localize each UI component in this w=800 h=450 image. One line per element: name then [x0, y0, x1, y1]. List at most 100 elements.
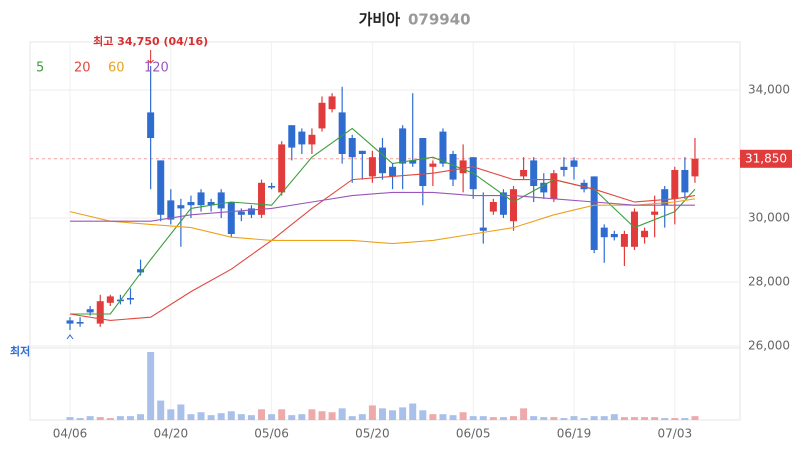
candle-body	[580, 182, 588, 190]
volume-bar	[116, 416, 124, 420]
candle-body	[247, 208, 255, 215]
candle-body	[298, 131, 306, 145]
volume-bar	[217, 413, 225, 420]
volume-bar	[409, 403, 417, 420]
volume-bar	[258, 409, 266, 420]
candle-body	[177, 205, 185, 209]
ma-line	[70, 191, 695, 222]
volume-bar	[439, 414, 447, 420]
volume-bar	[641, 417, 649, 420]
candle-body	[389, 166, 397, 177]
candle-body	[187, 202, 195, 206]
low-annotation: 최저	[10, 344, 30, 358]
volume-bar	[479, 416, 487, 420]
candle-body	[409, 160, 417, 164]
candle-body	[499, 192, 507, 215]
volume-bar	[298, 414, 306, 420]
volume-bar	[691, 416, 699, 420]
last-price-box	[740, 149, 792, 168]
legend-entry: 20	[74, 61, 91, 76]
volume-bar	[358, 414, 366, 420]
volume-bar	[550, 417, 558, 420]
candle-body	[137, 269, 145, 273]
volume-bar	[378, 408, 386, 420]
ma-line	[69, 198, 696, 245]
candle-body	[338, 112, 346, 154]
volume-bar	[348, 416, 356, 420]
volume-bar	[197, 412, 205, 420]
volume-bar	[600, 416, 608, 420]
candle-body	[348, 138, 356, 158]
y-tick-label: 26,000	[748, 339, 790, 353]
candle-body	[661, 189, 669, 206]
candle-body	[530, 160, 538, 186]
volume-bar	[560, 418, 568, 420]
last-price-label: 31,850	[745, 151, 787, 165]
x-tick-label: 06/19	[557, 427, 592, 441]
volume-bar	[157, 400, 165, 420]
candle-body	[368, 157, 376, 177]
candle-body	[630, 211, 638, 247]
high-arrow	[147, 50, 154, 64]
volume-bar	[620, 417, 628, 420]
candle-body	[610, 234, 618, 238]
y-tick-label: 28,000	[748, 275, 790, 289]
candle-body	[207, 202, 215, 206]
volume-bar	[590, 416, 598, 420]
volume-bar	[429, 414, 437, 420]
volume-bar	[580, 418, 588, 420]
volume-bar	[278, 409, 286, 420]
candle-body	[489, 202, 497, 212]
candle-body	[328, 96, 336, 110]
chart-title: 가비아	[359, 11, 401, 29]
volume-bar	[66, 417, 74, 420]
x-tick-label: 05/06	[254, 427, 289, 441]
candle-body	[197, 192, 205, 206]
candle-body	[278, 144, 286, 193]
volume-bar	[489, 417, 497, 420]
candle-body	[459, 160, 467, 174]
volume-bar	[126, 416, 134, 420]
volume-bar	[570, 416, 578, 420]
candle-body	[641, 230, 649, 238]
volume-bar	[671, 418, 679, 420]
candle-body	[651, 211, 659, 215]
volume-bar	[469, 416, 477, 420]
volume-bar	[459, 412, 467, 420]
volume-bar	[499, 417, 507, 420]
candle-body	[520, 170, 528, 177]
volume-bar	[338, 408, 346, 420]
x-tick-label: 04/20	[154, 427, 189, 441]
candle-body	[268, 186, 276, 188]
candle-body	[620, 234, 628, 247]
x-tick-label: 06/05	[456, 427, 491, 441]
volume-bar	[207, 415, 215, 420]
volume-bar	[167, 409, 175, 420]
volume-bar	[399, 407, 407, 420]
candle-body	[86, 309, 94, 313]
candle-body	[691, 158, 699, 177]
candle-body	[258, 182, 266, 215]
ma-line	[70, 127, 696, 315]
candle-body	[318, 102, 326, 129]
volume-bar	[318, 411, 326, 420]
volume-bar	[630, 417, 638, 420]
candle-body	[590, 176, 598, 250]
volume-bar	[106, 418, 114, 420]
candle-body	[419, 138, 427, 186]
legend-entry: 60	[108, 61, 125, 76]
candle-body	[671, 170, 679, 199]
volume-bar	[610, 414, 618, 420]
candle-body	[378, 147, 386, 174]
chart-subtitle: 079940	[408, 11, 471, 29]
volume-bar	[288, 415, 296, 420]
legend-entry: 120	[144, 61, 169, 76]
candle-body	[157, 160, 165, 215]
volume-bar	[76, 418, 84, 420]
volume-bar	[227, 411, 235, 420]
candle-body	[227, 202, 235, 234]
volume-bar	[389, 410, 397, 420]
volume-bar	[177, 404, 185, 420]
volume-bar	[328, 412, 336, 420]
